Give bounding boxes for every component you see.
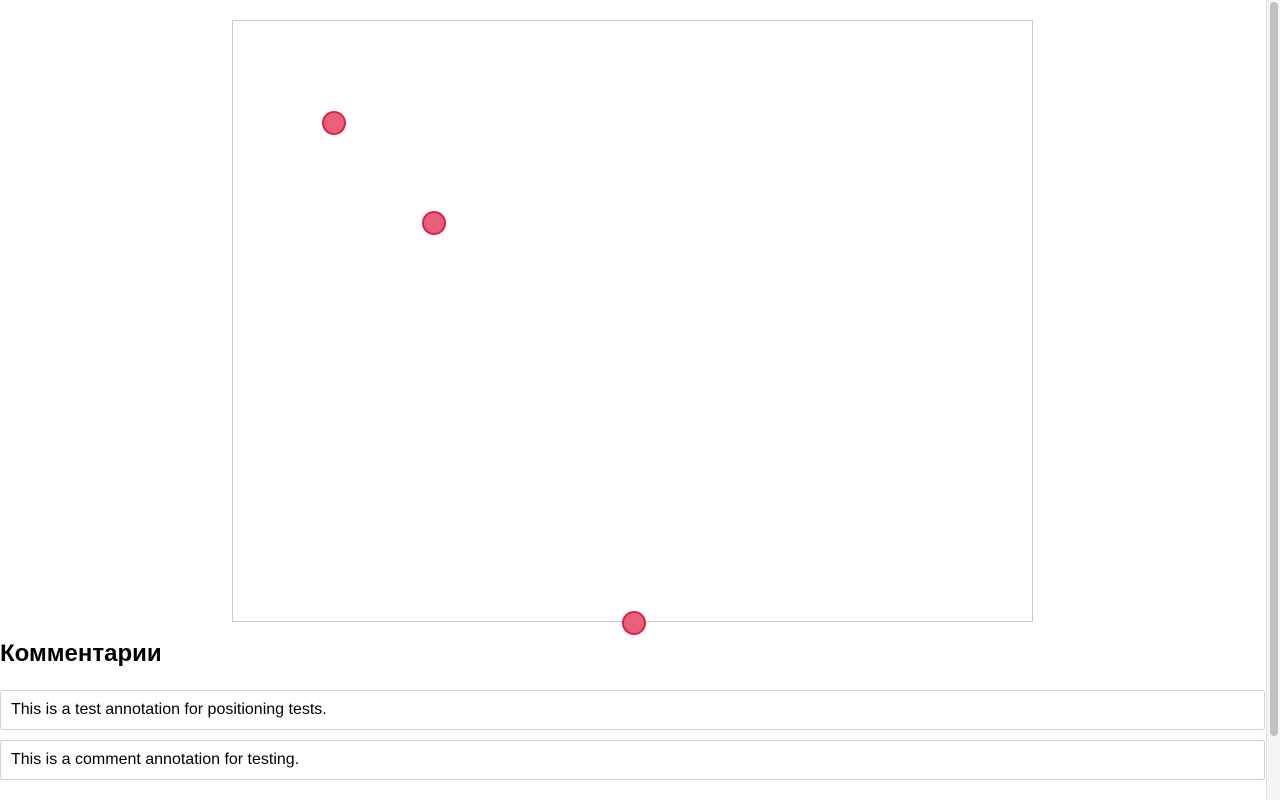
- annotation-marker[interactable]: [622, 611, 646, 635]
- annotation-marker[interactable]: [322, 111, 346, 135]
- comment-item[interactable]: This is a comment annotation for testing…: [0, 740, 1265, 780]
- vertical-scrollbar[interactable]: [1266, 0, 1280, 800]
- annotation-marker[interactable]: [422, 211, 446, 235]
- scrollbar-thumb[interactable]: [1270, 2, 1278, 736]
- comments-heading: Комментарии: [0, 640, 162, 667]
- annotation-canvas[interactable]: [232, 20, 1033, 622]
- comment-item[interactable]: This is a test annotation for positionin…: [0, 690, 1265, 730]
